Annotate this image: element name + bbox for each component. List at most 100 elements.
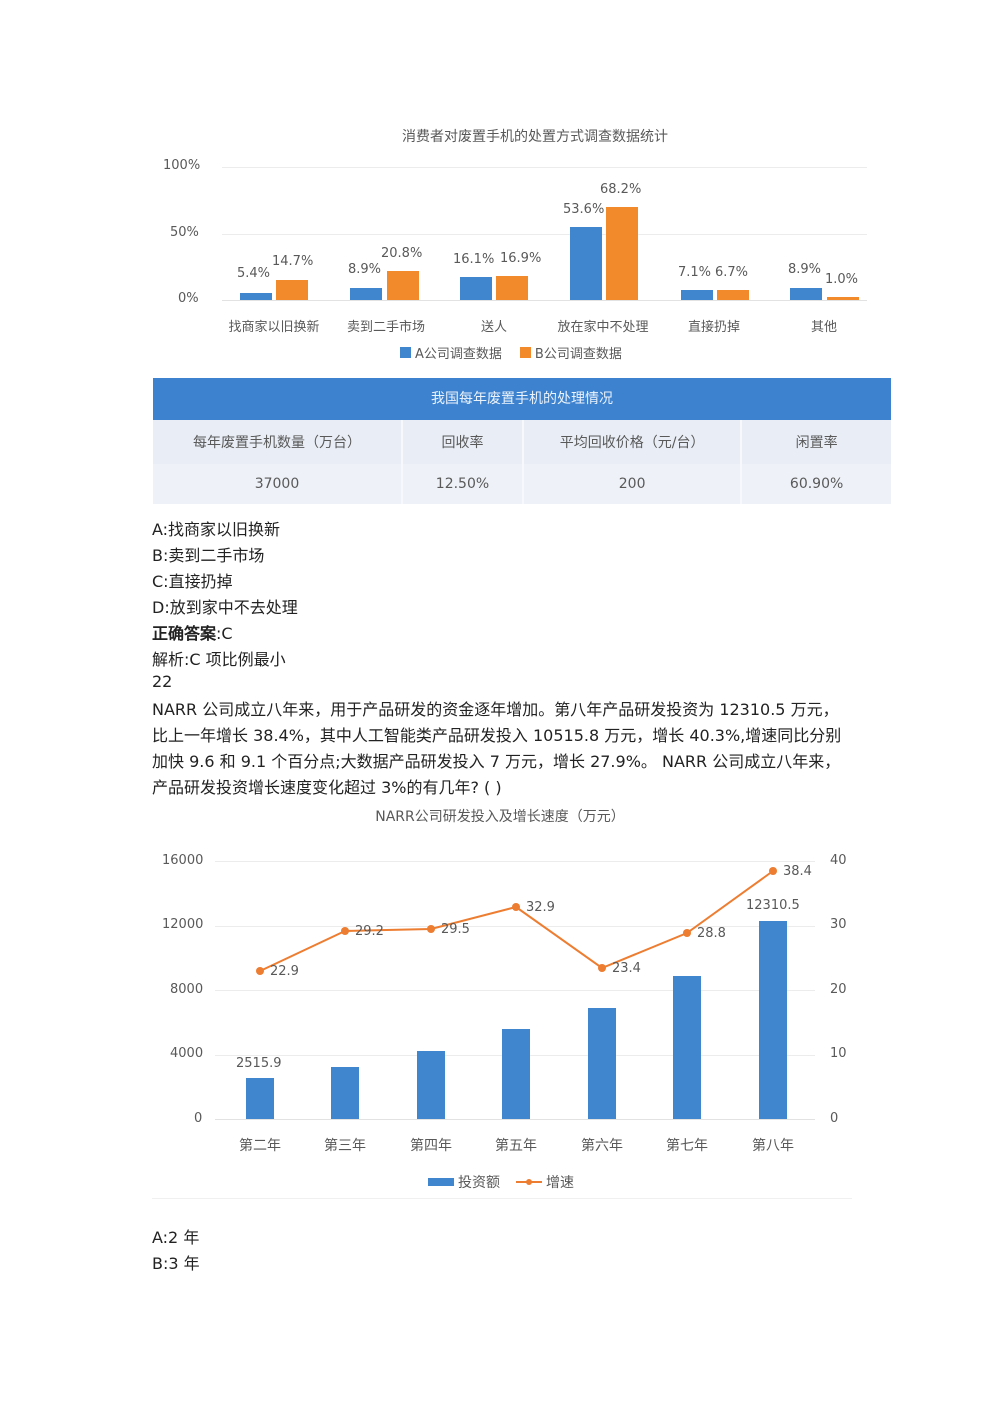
y-left-tick: 12000	[162, 917, 204, 932]
q21-option-b: B:卖到二手市场	[152, 546, 265, 565]
bar-a-label: 53.6%	[563, 202, 605, 217]
bar-b	[276, 280, 308, 300]
table-cell: 60.90%	[789, 476, 844, 492]
table-header-cell: 平均回收价格（元/台）	[524, 420, 743, 464]
q21-option-d: D:放到家中不去处理	[152, 598, 298, 617]
legend-label-growth: 增速	[546, 1175, 574, 1191]
chart2-title: NARR公司研发投入及增长速度（万元）	[375, 809, 625, 825]
q22-option-a: A:2 年	[152, 1228, 200, 1247]
bar-b-label: 68.2%	[600, 182, 642, 197]
legend-swatch-b	[519, 347, 531, 358]
bar-a	[790, 288, 822, 300]
bar-a	[570, 227, 602, 300]
bar-b-label: 1.0%	[825, 272, 859, 287]
legend-label-b: B公司调查数据	[534, 347, 622, 362]
investment-bar	[588, 1008, 616, 1119]
table-cell: 200	[524, 464, 743, 504]
x-category: 卖到二手市场	[346, 320, 425, 335]
bar-b-label: 16.9%	[500, 251, 542, 266]
bar-b	[387, 271, 419, 300]
bar-a-label: 5.4%	[237, 266, 271, 281]
table-title: 我国每年废置手机的处理情况	[153, 378, 891, 420]
x-category: 直接扔掉	[687, 320, 740, 335]
bar-b	[606, 207, 638, 300]
y-right-tick: 40	[830, 853, 847, 868]
gridline	[215, 926, 815, 927]
bar-b	[496, 276, 528, 300]
x-category: 第二年	[239, 1138, 281, 1154]
phone-disposal-table: 我国每年废置手机的处理情况 每年废置手机数量（万台） 回收率 平均回收价格（元/…	[153, 378, 891, 504]
bar-value-label: 2515.9	[236, 1056, 282, 1071]
bar-a	[681, 290, 713, 300]
q21-answer: 正确答案:C	[152, 620, 233, 644]
legend-label-investment: 投资额	[458, 1175, 500, 1191]
growth-label: 22.9	[270, 964, 299, 979]
legend-swatch-a	[400, 347, 411, 358]
gridline	[215, 861, 815, 862]
growth-label: 28.8	[697, 926, 726, 941]
x-category: 第三年	[324, 1138, 366, 1154]
bar-a	[460, 277, 492, 300]
x-category: 放在家中不处理	[557, 320, 649, 335]
bar-b-label: 20.8%	[381, 246, 423, 261]
q22-number: 22	[152, 672, 173, 691]
y-right-tick: 0	[830, 1111, 839, 1126]
growth-label: 38.4	[783, 864, 812, 879]
q21-option-a: A:找商家以旧换新	[152, 520, 281, 539]
y-left-tick: 8000	[170, 982, 204, 997]
table-header-cell: 回收率	[403, 420, 524, 464]
divider	[152, 1198, 852, 1199]
y-right-tick: 20	[830, 982, 847, 997]
x-category: 第七年	[666, 1138, 708, 1154]
y-tick: 0%	[178, 291, 199, 306]
investment-bar	[759, 921, 787, 1119]
y-right-tick: 10	[830, 1046, 847, 1061]
bar-a	[350, 288, 382, 300]
legend-swatch-growth	[516, 1179, 542, 1185]
x-category: 第五年	[495, 1138, 537, 1154]
bar-b	[717, 290, 749, 300]
x-category: 其他	[810, 320, 837, 335]
investment-bar	[417, 1051, 445, 1119]
table-row: 37000 12.50% 200 60.90%	[153, 464, 891, 504]
bar-a	[240, 293, 272, 300]
legend-label-a: A公司调查数据	[415, 347, 502, 362]
chart2-legend: 投资额 增速	[428, 1172, 574, 1192]
bar-value-label: 12310.5	[746, 898, 800, 913]
investment-bar	[673, 976, 701, 1119]
table-cell: 37000	[153, 464, 403, 504]
bar-a-label: 7.1%	[678, 265, 712, 280]
x-category: 第四年	[410, 1138, 452, 1154]
gridline	[222, 167, 867, 168]
growth-label: 29.2	[355, 924, 384, 939]
y-tick: 50%	[170, 225, 199, 240]
q22-stem: NARR 公司成立八年来，用于产品研发的资金逐年增加。第八年产品研发投资为 12…	[152, 700, 842, 797]
x-category: 找商家以旧换新	[228, 320, 320, 335]
bar-b-label: 14.7%	[272, 254, 314, 269]
bar-a-label: 8.9%	[348, 262, 382, 277]
y-left-tick: 16000	[162, 853, 204, 868]
table-header-row: 每年废置手机数量（万台） 回收率 平均回收价格（元/台） 闲置率	[153, 420, 891, 464]
growth-label: 23.4	[612, 961, 641, 976]
q22-option-b: B:3 年	[152, 1254, 200, 1273]
answer-label: 正确答案	[152, 624, 217, 643]
table-header-cell: 每年废置手机数量（万台）	[153, 420, 403, 464]
baseline	[215, 1119, 815, 1120]
baseline	[222, 300, 867, 301]
table-cell: 12.50%	[403, 464, 524, 504]
y-left-tick: 4000	[170, 1046, 204, 1061]
gridline	[222, 234, 867, 235]
bar-b-label: 6.7%	[715, 265, 749, 280]
y-right-tick: 30	[830, 917, 847, 932]
gridline	[215, 990, 815, 991]
investment-bar	[502, 1029, 530, 1119]
answer-value: :C	[216, 624, 233, 643]
x-category: 送人	[480, 320, 507, 335]
y-tick: 100%	[163, 158, 201, 173]
x-category: 第六年	[581, 1138, 623, 1154]
bar-b	[827, 297, 859, 300]
growth-label: 29.5	[441, 922, 470, 937]
y-left-tick: 0	[194, 1111, 203, 1126]
table-header-cell: 闲置率	[795, 435, 838, 451]
